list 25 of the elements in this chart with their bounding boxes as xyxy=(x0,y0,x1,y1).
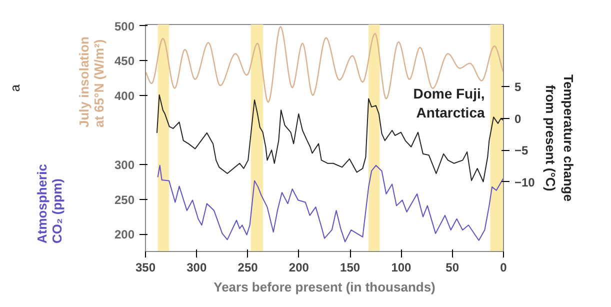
x-tick-label: 250 xyxy=(238,260,258,274)
y-axis-title: July insolation at 65°N (W/m²) xyxy=(76,36,106,128)
y-tick-label: 450 xyxy=(114,54,135,68)
series-label: Dome Fuji, Antarctica xyxy=(413,85,485,121)
x-tick-label: 50 xyxy=(446,260,460,274)
y2-tick-label: 0 xyxy=(514,112,522,126)
y3-axis-title: Atmospheric CO₂ (ppm) xyxy=(34,164,64,244)
y2-tick-label: −10 xyxy=(514,175,536,190)
y3-tick-label: 250 xyxy=(114,192,135,207)
text: a xyxy=(8,84,22,92)
line-series xyxy=(157,164,504,242)
x-tick-label: 150 xyxy=(340,260,360,274)
x-tick-label: 0 xyxy=(500,260,508,274)
y3-tick-label: 300 xyxy=(114,158,135,172)
y2-axis-title: Temperature change from present (°C) xyxy=(542,74,576,202)
x-tick-label: 300 xyxy=(186,260,207,274)
x-tick-label: 350 xyxy=(135,260,156,274)
y-tick-label: 500 xyxy=(114,19,135,34)
x-axis-title: Years before present (in thousands) xyxy=(214,280,436,294)
y3-tick-label: 200 xyxy=(114,228,135,242)
y2-tick-label: −5 xyxy=(514,144,529,158)
y-tick-label: 400 xyxy=(114,88,135,103)
y2-tick-label: 5 xyxy=(514,80,522,94)
x-tick-label: 200 xyxy=(288,260,310,274)
x-tick-label: 100 xyxy=(391,260,412,274)
